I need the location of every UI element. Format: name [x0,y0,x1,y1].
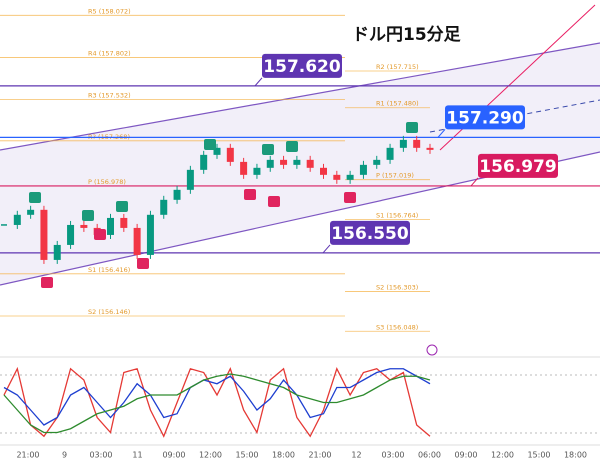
candle-body [253,167,261,175]
candle-body [133,227,141,255]
candle-body [107,217,114,235]
levels: 157.620 157.290 156.979 156.550 [0,53,600,254]
pivot-label: R2 (157.715) [376,63,419,71]
price-box [478,153,558,178]
candle-body [213,147,221,155]
candle-body [306,159,314,168]
x-tick-label: 21:00 [308,451,331,460]
pivot-label: S2 (156.146) [88,308,130,316]
candle-body [240,161,248,175]
price-label: 157.620 [263,57,341,77]
pivot-label: R3 (157.532) [88,92,131,100]
pivot-label: S1 (156.764) [376,211,418,219]
callout-line [470,177,479,187]
candle-body [320,167,327,175]
callout-line [254,77,263,87]
candle-body [333,174,341,180]
x-tick-label: 09:00 [162,451,185,460]
candle-body [80,224,88,228]
channel-upper [0,42,600,151]
markers [29,122,418,288]
osc-line [3,368,431,426]
sell-marker [244,189,256,200]
x-tick-label: 06:00 [418,451,441,460]
sell-marker [94,229,106,240]
buy-marker [286,141,298,152]
candle-body [280,159,288,165]
price-label: 156.550 [331,224,409,244]
candle-body [146,214,154,255]
pivot-label: S2 (156.303) [376,283,418,291]
x-tick-label: 15:00 [235,451,258,460]
x-tick-label: 12:00 [491,451,514,460]
x-tick-label: 12:00 [199,451,222,460]
x-tick-label: 18:00 [564,451,587,460]
candle-body [373,159,381,165]
pivot-label: R1 (157.480) [376,100,419,108]
candle-body [173,189,181,200]
price-label: 157.290 [446,108,524,128]
callout-line [437,129,446,138]
candle-body [120,217,128,228]
candles [1,135,434,264]
oscillator [3,366,431,438]
buy-marker [262,144,274,155]
candle-body [13,214,21,225]
sell-marker [268,196,280,207]
candle-body [426,147,434,150]
pivot-label: R4 (157.802) [88,49,131,57]
event-icon [426,344,438,356]
osc-line [3,366,431,438]
buy-marker [406,122,418,133]
x-tick-label: 09:00 [454,451,477,460]
sell-marker [137,258,149,269]
x-tick-label: 11 [132,451,142,460]
pivot-label: R5 (158.072) [88,7,131,15]
x-tick-label: 03:00 [89,451,112,460]
candle-body [67,224,75,245]
x-tick-label: 18:00 [272,451,295,460]
candle-body [27,209,35,215]
candle-body [386,147,394,160]
price-label: 156.979 [479,157,556,177]
chart-title: ドル円15分足 [352,25,461,45]
candle-body [40,209,48,260]
buy-marker [116,201,128,212]
pivot-label: P (157.019) [376,172,414,180]
candle-body [160,199,168,215]
buy-marker [82,210,94,221]
price-box [330,220,410,245]
candle-body [293,159,301,165]
price-box [262,53,342,78]
callout-line [322,244,331,254]
x-tick-label: 03:00 [381,451,404,460]
x-tick-label: 21:00 [16,451,39,460]
pivot-label: S1 (156.416) [88,266,130,274]
x-tick-label: 15:00 [527,451,550,460]
price-box [445,105,525,130]
x-tick-label: 12 [351,451,361,460]
sell-marker [344,192,356,203]
buy-marker [204,139,216,150]
pivot-label: P (156.978) [88,178,126,186]
pivot-label: S3 (156.048) [376,323,418,331]
candle-body [186,169,194,190]
buy-marker [29,192,41,203]
x-axis: 21:00 9 03:00 11 09:00 12:00 15:00 18:00 21:00 12… [16,451,587,460]
candle-body [226,147,234,162]
x-tick-label: 9 [62,451,67,460]
candle-body [53,244,61,260]
candle-body [200,154,208,170]
candle-body [346,174,354,180]
candle-body [399,139,407,148]
sell-marker [41,277,53,288]
osc-line [3,373,431,434]
candle-body [359,164,367,175]
candle-body [413,139,421,148]
candle-body [266,159,274,168]
